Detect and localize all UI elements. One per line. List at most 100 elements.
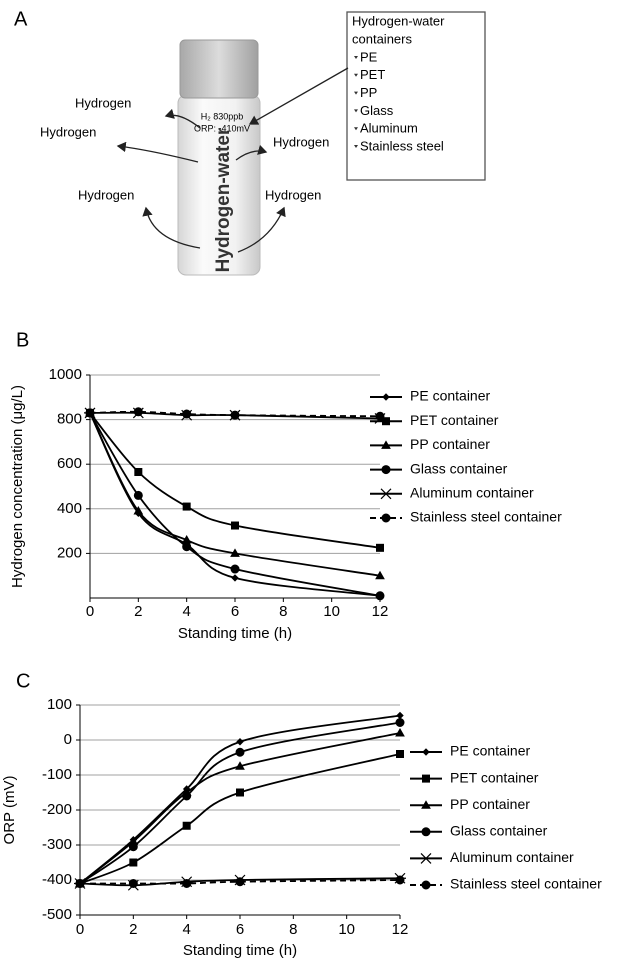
hydrogen-label: Hydrogen [265,187,321,202]
legend-label: PE container [410,388,490,404]
hydrogen-label: Hydrogen [273,134,329,149]
bullet [354,73,358,77]
panel-label: A [14,8,28,30]
bullet [354,127,358,131]
legend-marker [421,800,431,809]
y-tick-label: -400 [42,871,72,888]
point [235,761,245,770]
point [75,879,85,888]
series-line [79,732,401,885]
point [235,747,245,757]
y-tick-label: 600 [57,455,82,472]
x-tick-label: 0 [86,603,94,620]
point [230,564,240,574]
hydrogen-label: Hydrogen [40,124,96,139]
point [134,468,143,477]
panel-label: C [16,670,30,692]
legend-label: PP container [410,436,490,452]
point [128,842,138,852]
point [375,411,385,421]
box-item: PE [360,49,378,64]
bullet [354,56,358,59]
y-tick-label: 200 [57,544,82,561]
x-tick-label: 10 [323,603,340,620]
y-tick-label: 0 [64,731,72,748]
legend-label: Glass container [410,460,508,476]
y-tick-label: -100 [42,766,72,783]
legend-label: Aluminum container [410,485,534,501]
point [395,727,405,737]
arrow [248,67,349,125]
bottle-cap [179,39,259,99]
x-axis-label: Standing time (h) [183,942,297,959]
point [182,821,191,830]
point [236,738,244,746]
panel-label: B [16,329,29,351]
point [182,879,192,888]
legend-label: Stainless steel container [410,509,562,525]
point [182,791,192,801]
point [182,409,192,419]
point [133,490,143,500]
bottle-text: H₂ 830ppb [201,111,244,121]
x-tick-label: 2 [129,921,137,938]
x-axis-label: Standing time (h) [178,625,292,642]
point [128,879,138,888]
legend-marker [382,393,390,401]
y-tick-label: -500 [42,906,72,923]
legend-marker [421,827,431,837]
x-tick-label: 12 [392,921,409,938]
legend-marker [381,513,391,523]
box-item: PET [360,67,385,82]
arrow [235,144,268,161]
x-tick-label: 12 [372,603,389,620]
y-tick-label: 400 [57,500,82,517]
y-tick-label: -300 [42,836,72,853]
arrow [142,206,201,249]
x-tick-label: 2 [134,603,142,620]
box-title: containers [352,31,412,46]
y-tick-label: 800 [57,411,82,428]
x-tick-label: 4 [182,603,190,620]
legend-marker [381,465,391,475]
x-tick-label: 6 [236,921,244,938]
legend-marker [420,852,432,864]
point [236,788,244,797]
bullet [354,145,358,148]
bottle-label: Hydrogen-water [213,127,234,272]
y-axis-label: Hydrogen concentration (μg/L) [9,385,26,588]
legend-marker [421,880,431,890]
legend-marker [381,440,391,449]
bottle-text: ORP: -410mV [194,123,250,133]
series-line [89,412,381,549]
legend-label: Glass container [450,823,548,839]
arrow [116,141,199,163]
hydrogen-label: Hydrogen [78,187,134,202]
point [133,506,144,515]
x-tick-label: 4 [182,921,190,938]
bullet [354,109,358,113]
point [230,548,240,557]
y-tick-label: -200 [42,801,72,818]
point [182,502,191,511]
x-tick-label: 10 [338,921,355,938]
legend-label: PP container [450,796,530,812]
point [182,542,192,552]
legend-marker [422,774,430,783]
legend-label: PET container [450,769,539,785]
point [129,858,138,867]
box-title: Hydrogen-water [352,13,445,28]
box-item: Aluminum [360,121,418,136]
x-tick-label: 8 [289,921,297,938]
series-line [79,721,401,885]
y-axis-label: ORP (mV) [1,776,18,845]
hydrogen-label: Hydrogen [75,95,131,110]
point [375,570,385,580]
point [395,875,405,885]
point [396,711,404,720]
point [396,750,404,758]
diagram: H₂ 830ppb ORP: -410mV Hydrogen-water Hyd… [40,11,486,276]
point [133,407,143,417]
box-item: Stainless steel [360,138,444,153]
